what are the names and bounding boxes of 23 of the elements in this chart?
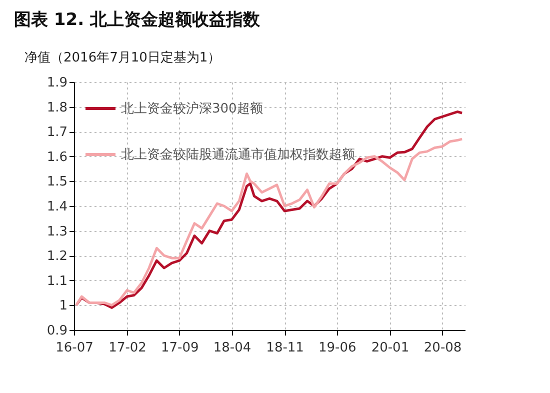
x-tick-label: 17-02 <box>108 340 146 356</box>
y-tick-label: 1.7 <box>46 125 68 140</box>
legend-label: 北上资金较陆股通流通市值加权指数超额 <box>121 146 355 162</box>
x-tick-label: 19-06 <box>318 340 356 356</box>
x-tick-label: 18-04 <box>213 340 252 356</box>
y-tick-label: 1.4 <box>46 200 68 214</box>
y-tick-label: 0.9 <box>46 324 68 338</box>
x-tick-label: 17-09 <box>161 340 199 356</box>
y-tick-label: 1.8 <box>46 100 68 116</box>
y-tick-label: 1.9 <box>46 76 68 90</box>
x-tick-label: 20-08 <box>424 340 462 356</box>
y-axis-title: 净值（2016年7月10日定基为1） <box>24 50 221 66</box>
y-tick-label: 1.5 <box>46 174 68 190</box>
y-tick-label: 1.3 <box>46 224 68 240</box>
x-tick-label: 18-11 <box>266 340 304 356</box>
x-tick-label: 16-07 <box>56 340 94 356</box>
chart-title: 图表 12. 北上资金超额收益指数 <box>14 10 261 30</box>
legend-label: 北上资金较沪深300超额 <box>121 100 263 116</box>
y-tick-label: 1.1 <box>46 274 68 289</box>
y-tick-label: 1.2 <box>46 249 68 264</box>
x-tick-label: 20-01 <box>371 340 410 356</box>
y-tick-label: 1.6 <box>46 150 68 165</box>
y-tick-label: 1 <box>59 298 68 314</box>
